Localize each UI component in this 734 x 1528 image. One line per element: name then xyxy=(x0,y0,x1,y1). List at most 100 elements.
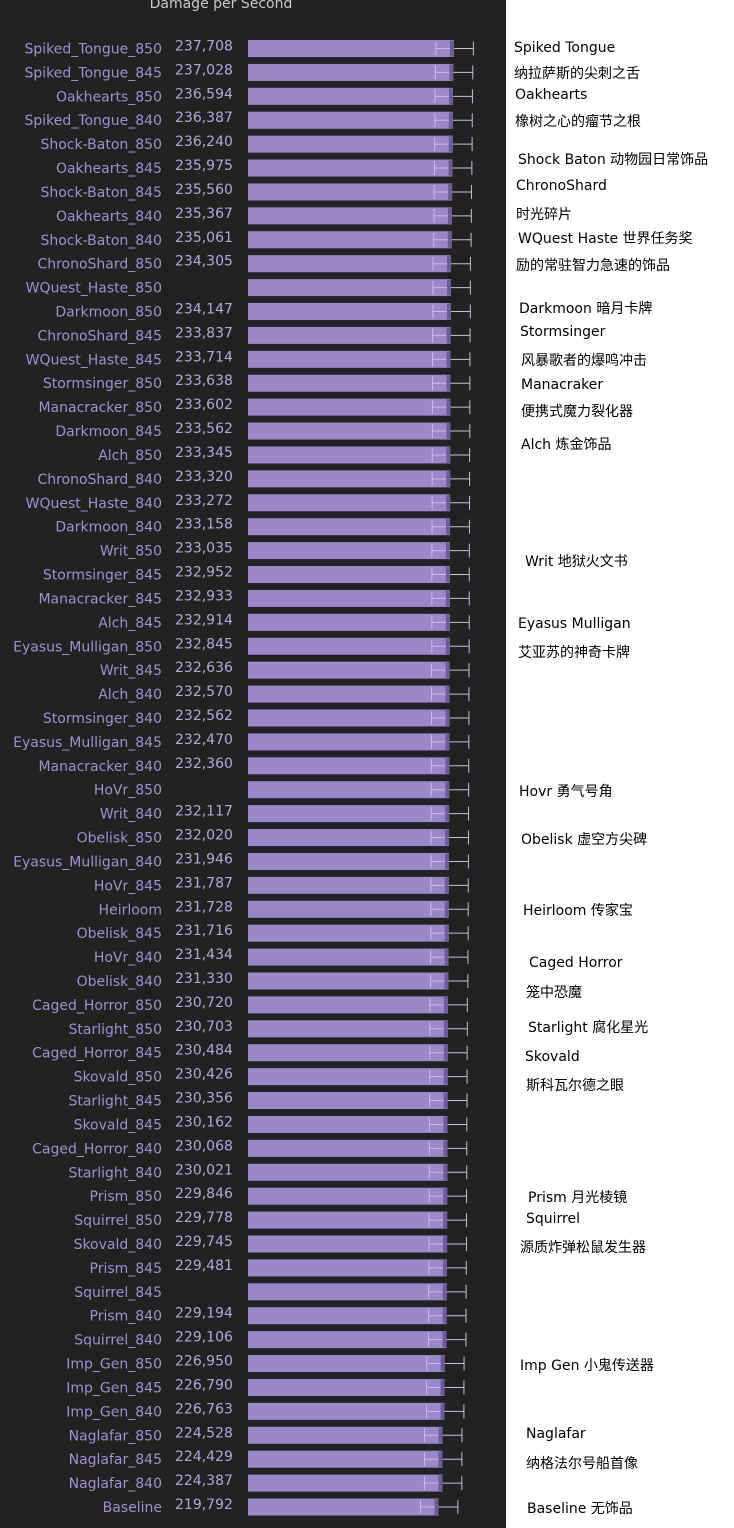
bar xyxy=(248,589,450,607)
bar xyxy=(248,1355,445,1373)
value-label: 235,061 xyxy=(175,230,233,246)
value-label: 219,792 xyxy=(175,1497,233,1513)
annotation-text: 源质炸弹松鼠发生器 xyxy=(520,1240,646,1257)
category-label: Naglafar_845 xyxy=(69,1452,162,1468)
error-bar xyxy=(428,1116,468,1133)
bar xyxy=(248,637,450,655)
bar xyxy=(248,1044,448,1062)
error-bar xyxy=(430,853,469,870)
error-bar xyxy=(429,1044,468,1061)
value-label: 230,162 xyxy=(175,1114,233,1130)
bar xyxy=(248,948,449,966)
annotation-text: Darkmoon 暗月卡牌 xyxy=(519,300,653,317)
error-bar xyxy=(423,1475,463,1492)
bar xyxy=(248,972,449,990)
value-label: 230,426 xyxy=(175,1067,233,1083)
error-bar xyxy=(430,781,470,798)
error-bar xyxy=(428,1188,468,1205)
category-label: Spiked_Tongue_840 xyxy=(25,113,162,129)
value-label: 237,028 xyxy=(175,62,233,78)
error-bar xyxy=(424,1427,463,1444)
value-label: 232,933 xyxy=(175,588,233,604)
category-label: Writ_840 xyxy=(100,807,162,823)
error-bar xyxy=(428,1331,467,1348)
value-label: 232,952 xyxy=(175,565,233,581)
category-label: WQuest_Haste_850 xyxy=(26,281,162,297)
error-bar xyxy=(431,614,470,631)
value-label: 232,636 xyxy=(175,660,233,676)
annotation-text: 便携式魔力裂化器 xyxy=(521,403,633,420)
category-label: Alch_840 xyxy=(98,687,162,703)
value-label: 234,147 xyxy=(175,302,233,318)
value-label: 233,035 xyxy=(175,541,233,557)
category-label: Skovald_840 xyxy=(74,1237,162,1253)
error-bar xyxy=(431,423,471,440)
error-bar xyxy=(428,1140,468,1157)
value-label: 233,562 xyxy=(175,421,233,437)
category-label: Starlight_840 xyxy=(69,1165,162,1181)
error-bar xyxy=(431,566,470,583)
annotation-text: 笼中恐魔 xyxy=(526,984,582,1001)
value-label: 232,020 xyxy=(175,828,233,844)
value-label: 237,708 xyxy=(175,39,233,55)
error-bar xyxy=(433,231,472,248)
error-bar xyxy=(431,709,470,726)
value-label: 233,602 xyxy=(175,397,233,413)
error-bar xyxy=(432,327,471,344)
category-label: Stormsinger_845 xyxy=(43,568,162,584)
error-bar xyxy=(430,733,470,750)
error-bar xyxy=(431,470,471,487)
annotation-text: 风暴歌者的爆鸣冲击 xyxy=(521,353,647,370)
error-bar xyxy=(431,542,470,559)
category-label: Imp_Gen_845 xyxy=(66,1380,162,1396)
bar xyxy=(248,231,452,249)
value-label: 232,570 xyxy=(175,684,233,700)
error-bar xyxy=(433,183,473,200)
bar xyxy=(248,1020,448,1038)
category-label: Darkmoon_850 xyxy=(55,305,162,321)
category-label: Eyasus_Mulligan_845 xyxy=(13,735,162,751)
error-bar xyxy=(430,757,470,774)
error-bar xyxy=(423,1451,463,1468)
bar xyxy=(248,1187,448,1205)
value-label: 232,117 xyxy=(175,804,233,820)
category-label: Imp_Gen_840 xyxy=(66,1404,162,1420)
value-label: 226,790 xyxy=(175,1377,233,1393)
error-bar xyxy=(432,279,471,296)
category-label: Manacracker_840 xyxy=(38,759,162,775)
category-label: Skovald_845 xyxy=(74,1117,162,1133)
value-label: 229,194 xyxy=(175,1306,233,1322)
category-label: WQuest_Haste_840 xyxy=(26,496,162,512)
bar xyxy=(248,1283,447,1301)
category-label: Skovald_850 xyxy=(74,1070,162,1086)
error-bar xyxy=(430,901,469,918)
dps-bar-chart: Spiked_Tongue_850 237,708 Spiked_Tongue_84… xyxy=(13,39,474,1516)
bar xyxy=(248,303,451,321)
value-label: 229,846 xyxy=(175,1186,233,1202)
error-bar xyxy=(434,64,474,81)
bar xyxy=(248,1259,447,1277)
value-label: 233,638 xyxy=(175,373,233,389)
error-bar xyxy=(430,877,469,894)
value-label: 230,484 xyxy=(175,1043,233,1059)
annotation-text: Squirrel xyxy=(526,1211,580,1228)
value-label: 233,714 xyxy=(175,349,233,365)
error-bar xyxy=(426,1379,465,1396)
annotation-text: Oakhearts xyxy=(515,87,588,104)
category-label: Manacracker_850 xyxy=(38,400,162,416)
error-bar xyxy=(433,160,473,177)
bar xyxy=(248,1498,439,1516)
bar xyxy=(248,1235,448,1253)
category-label: Spiked_Tongue_845 xyxy=(25,65,162,81)
value-label: 235,560 xyxy=(175,182,233,198)
bar xyxy=(248,326,451,344)
category-label: Obelisk_845 xyxy=(77,926,162,942)
value-label: 230,356 xyxy=(175,1091,233,1107)
category-label: Oakhearts_845 xyxy=(56,161,162,177)
value-label: 224,429 xyxy=(175,1449,233,1465)
category-label: Obelisk_850 xyxy=(77,831,162,847)
annotation-text: Alch 炼金饰品 xyxy=(521,437,612,453)
error-bar xyxy=(431,590,470,607)
bar xyxy=(248,805,450,823)
error-bar xyxy=(428,1236,467,1252)
